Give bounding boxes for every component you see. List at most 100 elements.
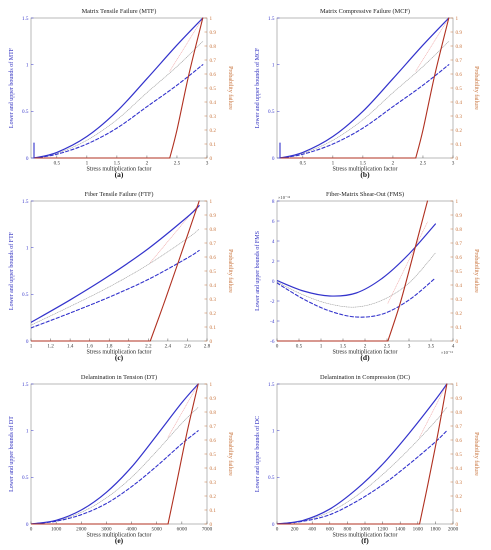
x-tick-label: 2.8 (204, 344, 211, 350)
series-mean-probability-line (415, 17, 450, 72)
y-left-axis-label: Lower and upper bounds of FMS (254, 231, 261, 311)
x-tick-label: 4000 (126, 527, 137, 533)
x-tick-label: 1200 (377, 527, 388, 533)
y-right-tick-label: 0.6 (456, 72, 463, 78)
x-tick-label: 600 (326, 527, 334, 533)
panel-e: Delamination in Tension (DT) 0 1000 2000 300… (0, 366, 245, 549)
series-probability-line (277, 200, 429, 342)
chart-d: Fiber-Matrix Shear-Out (FMS) 0 0.5 1 1.5 2 2.5… (254, 191, 480, 362)
y-left-tick-label: 0 (272, 522, 275, 528)
plot-area (276, 17, 454, 159)
y-right-tick-label: 0.5 (210, 452, 217, 458)
series-probability-line (279, 17, 450, 159)
y-right-tick-label: 0.1 (456, 508, 463, 514)
series-mean-line (279, 41, 450, 159)
chart-title: Matrix Compressive Failure (MCF) (320, 8, 410, 15)
series-lower-line (277, 277, 436, 318)
panel-label: (a) (115, 170, 124, 179)
y-left-tick-label: 1.5 (268, 382, 275, 388)
x-tick-label: 1 (30, 344, 33, 350)
x-axis-label: Stress multiplication factor (333, 532, 398, 539)
panel-label: (d) (360, 353, 370, 362)
x-axis-label: Stress multiplication factor (333, 349, 398, 356)
series-probability-line (31, 200, 200, 342)
x-tick-label: 2.6 (184, 344, 191, 350)
y-left-tick-label: 1 (272, 62, 275, 68)
y-right-tick-label: 1 (210, 199, 213, 205)
x-tick-label: 7000 (202, 527, 213, 533)
plot-area (276, 200, 454, 342)
x-tick-label: 1.6 (86, 344, 93, 350)
y-right-tick-label: 0.7 (456, 241, 463, 247)
y-right-tick-label: 0.6 (456, 438, 463, 444)
y-left-tick-label: 1 (26, 428, 29, 434)
y-right-tick-label: 0.7 (210, 241, 217, 247)
x-tick-label: 2 (127, 344, 130, 350)
x-tick-label: 0.5 (54, 161, 61, 167)
x-tick-label: 400 (308, 527, 316, 533)
y-right-tick-label: 0 (210, 156, 213, 162)
x-axis-label: Stress multiplication factor (87, 166, 152, 173)
y-left-tick-label: -4 (270, 319, 275, 325)
series-upper-line (277, 223, 436, 297)
y-right-tick-label: 0.4 (456, 100, 463, 106)
y-right-tick-label: 0.7 (456, 58, 463, 64)
x-tick-label: 2.5 (174, 161, 181, 167)
x-tick-label: 1400 (395, 527, 406, 533)
x-tick-label: 2.4 (165, 344, 172, 350)
plot-area (276, 383, 454, 525)
y-right-tick-label: 1 (456, 199, 459, 205)
y-right-tick-label: 0.9 (210, 213, 217, 219)
chart-c: Fiber Tensile Failure (FTF) 1 1.2 1.4 1.6 1.8… (8, 191, 234, 362)
x-tick-label: 3.5 (428, 344, 435, 350)
panel-label: (e) (115, 536, 124, 545)
x-tick-label: 1 (320, 344, 323, 350)
x-tick-label: 2000 (76, 527, 87, 533)
y-right-tick-label: 0.2 (210, 311, 217, 317)
series-group (31, 200, 200, 342)
chart-title: Delamination in Compression (DC) (320, 374, 410, 381)
y-right-tick-label: 0.8 (456, 227, 463, 233)
x-tick-label: 2000 (448, 527, 459, 533)
y-right-tick-label: 0 (210, 522, 213, 528)
x-tick-label: 800 (344, 527, 352, 533)
series-group (277, 200, 436, 342)
x-tick-label: 6000 (177, 527, 188, 533)
series-group (277, 383, 448, 525)
y-right-tick-label: 0 (456, 156, 459, 162)
series-mean-probability-line (387, 221, 428, 304)
y-right-axis-label: Probability failure (227, 249, 234, 293)
x-tick-label: 2.5 (384, 344, 391, 350)
y-left-tick-label: -6 (270, 339, 275, 345)
y-right-tick-label: 0.8 (210, 227, 217, 233)
x-tick-label: 0 (276, 344, 279, 350)
x-tick-label: 2.5 (420, 161, 427, 167)
y-right-tick-label: 0.1 (210, 142, 217, 148)
y-right-tick-label: 0.1 (456, 142, 463, 148)
x-tick-label: 3 (452, 161, 455, 167)
chart-e: Delamination in Tension (DT) 0 1000 2000 300… (8, 374, 234, 545)
y-right-tick-label: 0.2 (456, 128, 463, 134)
y-right-tick-label: 0.3 (456, 480, 463, 486)
chart-title: Fiber Tensile Failure (FTF) (85, 191, 154, 198)
y-left-tick-label: 0.5 (22, 475, 29, 481)
chart-title: Fiber-Matrix Shear-Out (FMS) (326, 191, 404, 198)
y-right-tick-label: 0.9 (456, 213, 463, 219)
x-tick-label: 1 (86, 161, 89, 167)
y-right-tick-label: 0.1 (210, 325, 217, 331)
y-right-tick-label: 0.9 (456, 396, 463, 402)
x-tick-label: 2 (364, 344, 367, 350)
panel-label: (f) (361, 536, 369, 545)
y-right-tick-label: 0.9 (210, 396, 217, 402)
y-right-tick-label: 0.3 (210, 480, 217, 486)
y-left-tick-label: 0.5 (268, 475, 275, 481)
series-upper-line (279, 17, 450, 159)
x-exponent: ×10⁻¹¹ (441, 350, 454, 355)
y-right-tick-label: 0.6 (210, 72, 217, 78)
x-tick-label: 200 (291, 527, 299, 533)
y-right-tick-label: 0.5 (456, 86, 463, 92)
y-right-tick-label: 0.9 (210, 30, 217, 36)
y-right-tick-label: 1 (456, 382, 459, 388)
series-upper-line (277, 383, 448, 525)
series-probability-line (33, 17, 204, 159)
